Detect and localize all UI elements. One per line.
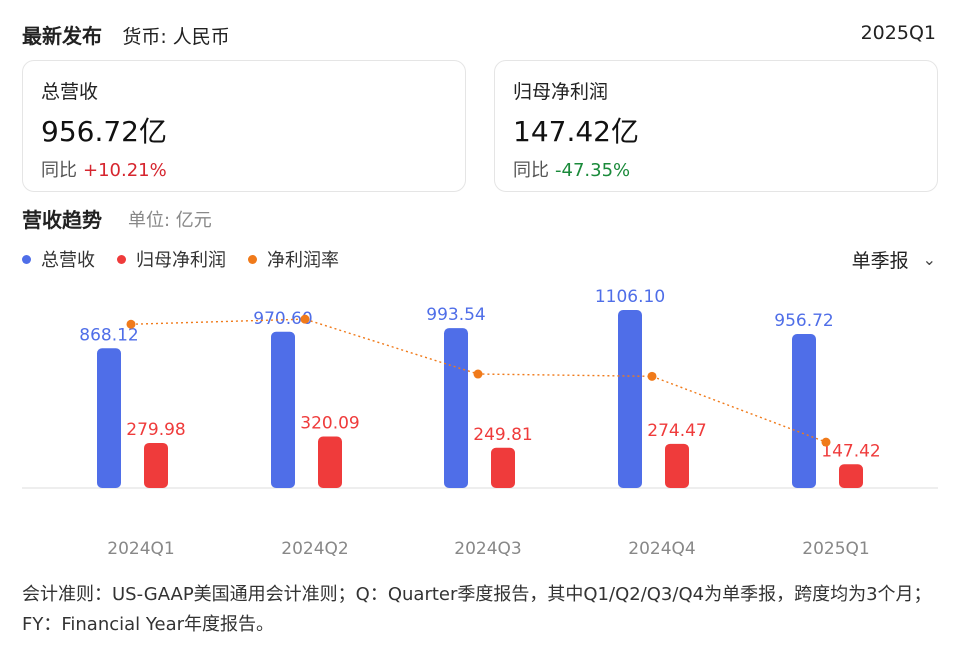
revenue-bar-label: 956.72 [774, 311, 833, 331]
x-tick-label: 2025Q1 [802, 539, 869, 559]
legend-item-revenue[interactable]: 总营收 [22, 246, 95, 272]
legend-label-revenue: 总营收 [41, 250, 95, 271]
revenue-card-label: 总营收 [41, 81, 99, 103]
period-select-label: 单季报 [851, 250, 909, 272]
legend-item-margin[interactable]: 净利润率 [248, 246, 339, 272]
profit-card-value: 147.42亿 [513, 115, 639, 148]
revenue-bar-label: 970.60 [253, 309, 312, 329]
profit-bar-label: 320.09 [300, 413, 359, 433]
x-tick-label: 2024Q4 [628, 539, 695, 559]
net-margin-point [473, 369, 483, 379]
revenue-card-value: 956.72亿 [41, 115, 167, 148]
legend-dot-profit [117, 254, 126, 264]
legend-dot-revenue [22, 254, 31, 264]
currency-label: 货币: 人民币 [122, 26, 230, 48]
profit-card: 归母净利润 147.42亿 同比 -47.35% [494, 60, 938, 192]
revenue-yoy-value: +10.21% [83, 160, 167, 181]
profit-yoy-label: 同比 [513, 160, 549, 181]
profit-bar [665, 443, 689, 488]
footnote: 会计准则：US-GAAP美国通用会计准则；Q：Quarter季度报告，其中Q1/… [22, 584, 932, 635]
chart-legend: 总营收 归母净利润 净利润率 [22, 246, 339, 272]
profit-bar-label: 147.42 [821, 441, 880, 461]
profit-bar-label: 249.81 [473, 425, 532, 445]
period-select[interactable]: 单季报 ⌄ [852, 246, 936, 273]
section-unit: 单位: 亿元 [128, 210, 212, 231]
x-tick-label: 2024Q3 [454, 539, 521, 559]
profit-bar [144, 442, 168, 488]
net-margin-point [126, 319, 136, 329]
revenue-yoy: 同比 +10.21% [41, 156, 447, 182]
profit-bar [491, 447, 515, 488]
net-margin-point [647, 371, 657, 381]
profit-yoy-value: -47.35% [555, 160, 631, 181]
profit-bar [839, 464, 863, 488]
revenue-bar [444, 328, 468, 488]
section-title: 营收趋势 [22, 208, 102, 232]
net-margin-line [130, 318, 827, 443]
revenue-bar [792, 334, 816, 488]
report-period: 2025Q1 [860, 22, 936, 44]
header-left: 最新发布 货币: 人民币 [22, 20, 230, 49]
revenue-card: 总营收 956.72亿 同比 +10.21% [22, 60, 466, 192]
revenue-trend-chart: 868.12 279.98 2024Q1 970.60 320.09 2024Q2 993.… [22, 287, 938, 559]
net-margin-point [300, 314, 310, 324]
legend-label-margin: 净利润率 [267, 250, 339, 271]
profit-yoy: 同比 -47.35% [513, 156, 919, 182]
legend-label-profit: 归母净利润 [136, 250, 226, 271]
net-margin-point [821, 437, 831, 447]
revenue-bar [97, 348, 121, 488]
profit-card-label: 归母净利润 [513, 81, 609, 103]
legend-item-profit[interactable]: 归母净利润 [117, 246, 226, 272]
profit-bar-label: 279.98 [126, 420, 185, 440]
x-tick-label: 2024Q2 [281, 539, 348, 559]
x-tick-label: 2024Q1 [107, 539, 174, 559]
latest-release-title: 最新发布 [22, 24, 102, 48]
revenue-bar [271, 331, 295, 488]
revenue-yoy-label: 同比 [41, 160, 77, 181]
legend-dot-margin [248, 254, 257, 264]
revenue-bar-label: 868.12 [79, 325, 138, 345]
chevron-down-icon: ⌄ [922, 250, 936, 269]
revenue-bar [618, 310, 642, 488]
profit-bar [318, 436, 342, 488]
revenue-bar-label: 1106.10 [595, 287, 665, 307]
revenue-bar-label: 993.54 [426, 305, 485, 325]
profit-bar-label: 274.47 [647, 421, 706, 441]
